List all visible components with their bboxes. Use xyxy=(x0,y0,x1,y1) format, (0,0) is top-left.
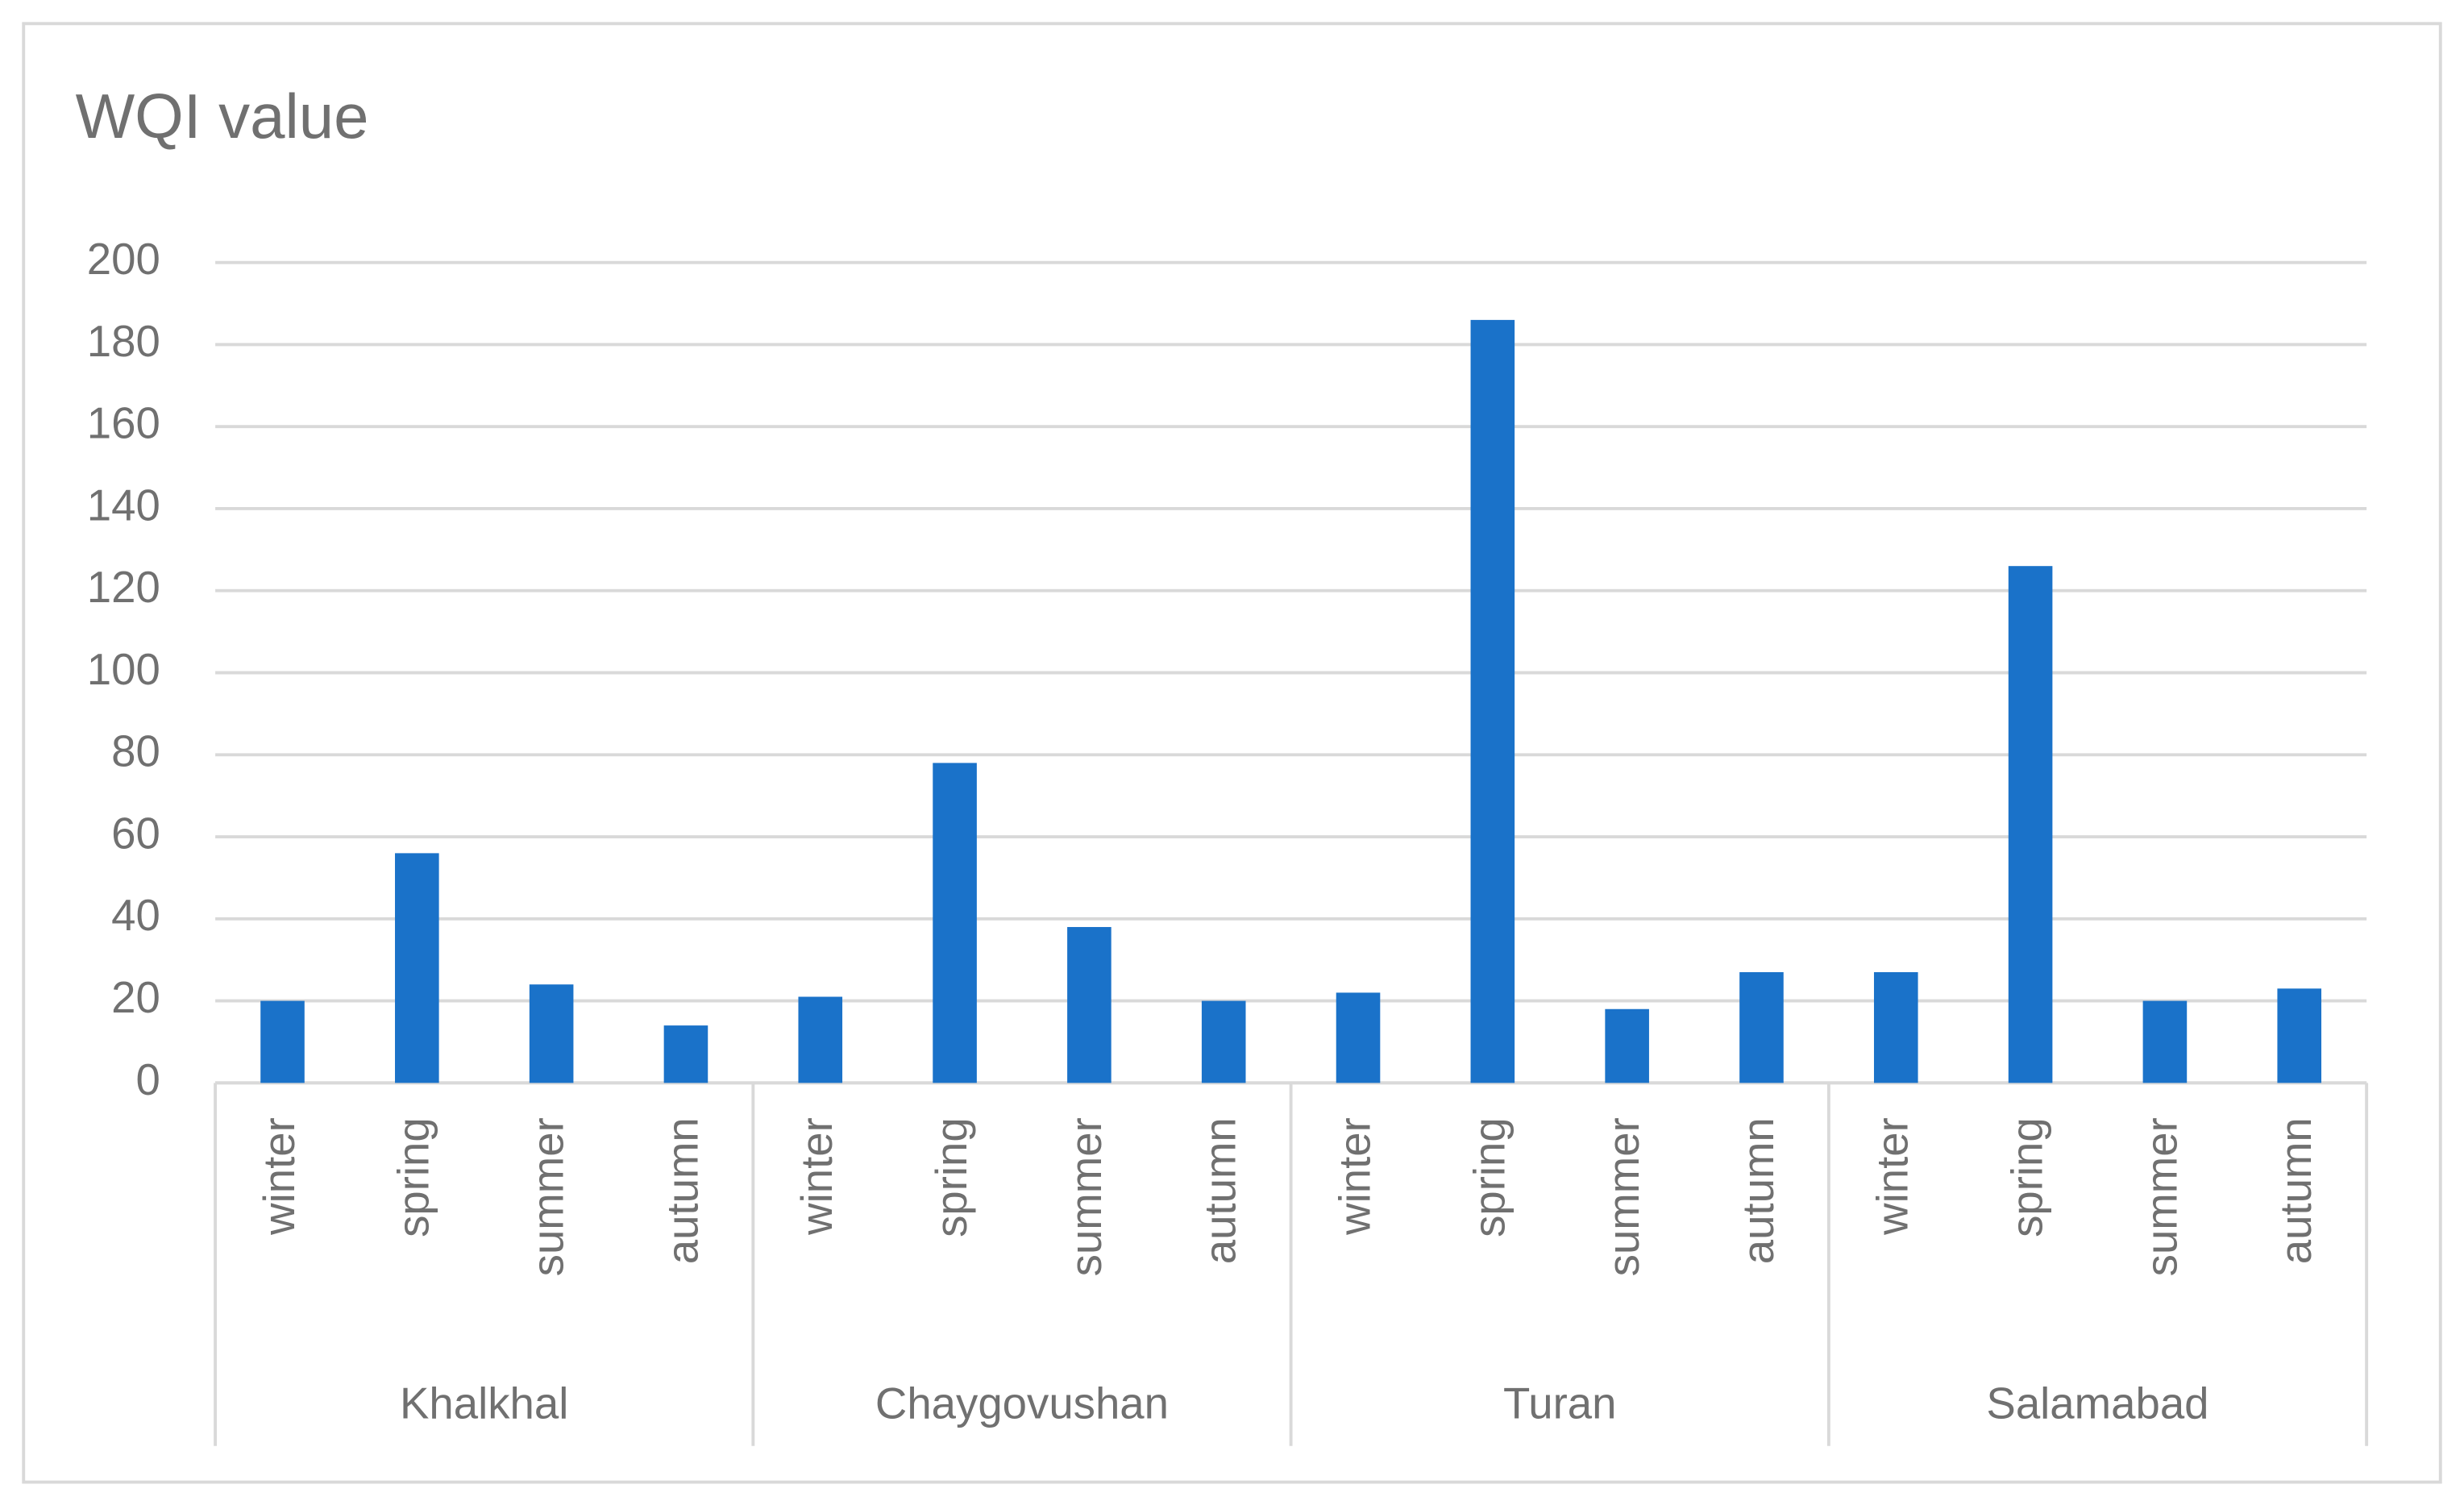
chart-title: WQI value xyxy=(76,81,369,152)
y-tick-label: 160 xyxy=(87,399,160,448)
y-tick-label: 20 xyxy=(111,973,160,1022)
x-tick-label: summer xyxy=(1599,1117,1648,1276)
bar xyxy=(1201,1000,1246,1083)
bar xyxy=(933,763,977,1083)
x-tick-label: autumn xyxy=(2271,1117,2321,1264)
x-tick-label: winter xyxy=(255,1117,304,1236)
bar xyxy=(260,1000,305,1083)
x-tick-label: summer xyxy=(1062,1117,1111,1276)
bar xyxy=(1470,319,1515,1083)
x-tick-label: winter xyxy=(792,1117,841,1236)
x-tick-label: spring xyxy=(1465,1117,1514,1237)
x-tick-label: winter xyxy=(1868,1117,1918,1236)
x-tick-label: spring xyxy=(2003,1117,2052,1237)
y-tick-label: 100 xyxy=(87,645,160,694)
y-tick-label: 180 xyxy=(87,317,160,366)
bar xyxy=(1873,971,1918,1083)
y-tick-label: 120 xyxy=(87,563,160,612)
x-tick-label: autumn xyxy=(658,1117,707,1264)
x-tick-label: autumn xyxy=(1196,1117,1245,1264)
group-label: Chaygovushan xyxy=(875,1378,1169,1428)
bar xyxy=(2277,988,2322,1083)
bar xyxy=(1067,926,1112,1083)
y-tick-label: 40 xyxy=(111,891,160,940)
bar xyxy=(1605,1008,1649,1083)
bar xyxy=(1739,971,1784,1083)
y-tick-label: 0 xyxy=(136,1055,160,1104)
bar xyxy=(2142,1000,2188,1083)
x-tick-label: summer xyxy=(524,1117,573,1276)
y-tick-label: 140 xyxy=(87,480,160,530)
bar xyxy=(529,984,574,1083)
bar xyxy=(663,1025,708,1083)
bar xyxy=(798,996,843,1083)
x-tick-label: spring xyxy=(927,1117,976,1237)
x-tick-label: autumn xyxy=(1734,1117,1783,1264)
group-label: Salamabad xyxy=(1986,1378,2208,1428)
group-label: Khalkhal xyxy=(400,1378,568,1428)
x-tick-label: winter xyxy=(1330,1117,1379,1236)
bar xyxy=(1336,992,1381,1083)
x-tick-label: summer xyxy=(2137,1117,2186,1276)
bar xyxy=(395,853,439,1083)
bar xyxy=(2008,566,2053,1083)
y-tick-label: 60 xyxy=(111,809,160,858)
y-tick-label: 200 xyxy=(87,235,160,284)
group-label: Turan xyxy=(1503,1378,1617,1428)
x-tick-label: spring xyxy=(389,1117,438,1237)
y-tick-label: 80 xyxy=(111,727,160,776)
